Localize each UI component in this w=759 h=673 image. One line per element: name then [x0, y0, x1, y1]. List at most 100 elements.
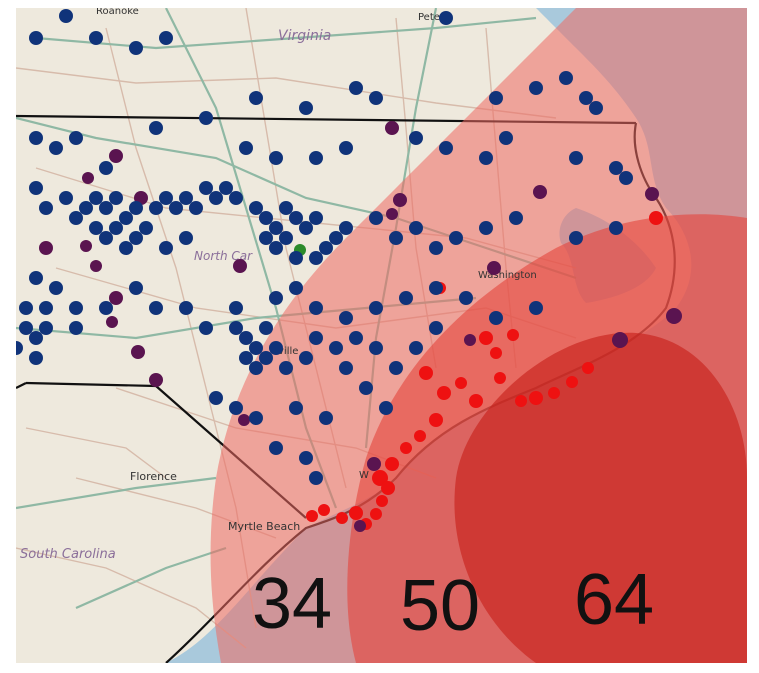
outage-marker-low: [89, 191, 103, 205]
outage-marker-low: [69, 321, 83, 335]
outage-marker-low: [29, 271, 43, 285]
outage-marker-high: [437, 386, 451, 400]
outage-marker-low: [16, 341, 23, 355]
outage-marker-low: [279, 361, 293, 375]
outage-marker-low: [309, 251, 323, 265]
outage-marker-mid: [106, 316, 118, 328]
outage-marker-low: [119, 241, 133, 255]
outage-marker-high: [469, 394, 483, 408]
outage-marker-high: [649, 211, 663, 225]
outage-marker-low: [309, 211, 323, 225]
outage-marker-high: [455, 377, 467, 389]
outage-marker-low: [229, 321, 243, 335]
outage-marker-low: [259, 231, 273, 245]
outage-marker-low: [479, 221, 493, 235]
outage-marker-low: [29, 331, 43, 345]
outage-marker-low: [149, 301, 163, 315]
outage-marker-mid: [131, 345, 145, 359]
outage-marker-low: [249, 361, 263, 375]
outage-marker-high: [582, 362, 594, 374]
label-virginia: Virginia: [278, 28, 331, 44]
label-roanoke: Roanoke: [96, 8, 139, 17]
outage-marker-low: [509, 211, 523, 225]
outage-marker-low: [269, 291, 283, 305]
label-wilmington: W: [359, 470, 369, 481]
outage-marker-low: [39, 301, 53, 315]
outage-marker-low: [369, 301, 383, 315]
outage-marker-low: [229, 401, 243, 415]
outage-marker-low: [279, 231, 293, 245]
outage-marker-low: [229, 301, 243, 315]
outage-marker-mid: [487, 261, 501, 275]
outage-marker-low: [429, 241, 443, 255]
outage-marker-mid: [354, 520, 366, 532]
outage-marker-low: [429, 321, 443, 335]
outage-marker-low: [249, 91, 263, 105]
outage-marker-low: [429, 281, 443, 295]
outage-marker-low: [369, 341, 383, 355]
outage-marker-low: [89, 221, 103, 235]
outage-marker-low: [479, 151, 493, 165]
outage-marker-low: [369, 91, 383, 105]
outage-marker-low: [99, 201, 113, 215]
outage-marker-low: [89, 31, 103, 45]
outage-marker-low: [339, 311, 353, 325]
outage-marker-low: [299, 101, 313, 115]
wind-zone-label-34: 34: [252, 564, 333, 644]
outage-marker-low: [199, 321, 213, 335]
outage-marker-low: [529, 301, 543, 315]
outage-marker-low: [249, 201, 263, 215]
outage-marker-low: [319, 411, 333, 425]
outage-marker-low: [389, 231, 403, 245]
outage-marker-low: [289, 211, 303, 225]
outage-marker-mid: [385, 121, 399, 135]
map-canvas: Virginia North Car South Carolina Floren…: [16, 8, 747, 663]
outage-marker-mid: [233, 259, 247, 273]
outage-marker-low: [229, 191, 243, 205]
outage-marker-low: [179, 301, 193, 315]
outage-marker-mid: [533, 185, 547, 199]
wind-zone-label-50: 50: [400, 566, 481, 646]
outage-marker-low: [609, 161, 623, 175]
label-washington: Washington: [478, 270, 537, 281]
outage-marker-low: [269, 241, 283, 255]
outage-marker-high: [385, 457, 399, 471]
outage-marker-high: [490, 347, 502, 359]
outage-marker-low: [129, 201, 143, 215]
outage-marker-low: [289, 251, 303, 265]
outage-marker-low: [529, 81, 543, 95]
label-petersburg: Peters: [418, 12, 449, 23]
outage-marker-low: [129, 41, 143, 55]
outage-marker-low: [179, 191, 193, 205]
outage-marker-high: [515, 395, 527, 407]
outage-marker-low: [59, 191, 73, 205]
outage-marker-low: [209, 191, 223, 205]
outage-markers: [16, 9, 682, 532]
outage-marker-low: [159, 191, 173, 205]
outage-marker-low: [489, 91, 503, 105]
outage-marker-low: [289, 281, 303, 295]
outage-marker-low: [329, 341, 343, 355]
wind-zone-64: [454, 332, 747, 663]
outage-marker-low: [19, 301, 33, 315]
outage-marker-low: [69, 131, 83, 145]
outage-marker-low: [39, 201, 53, 215]
place-labels: Virginia North Car South Carolina Floren…: [20, 8, 537, 562]
outage-marker-low: [339, 361, 353, 375]
outage-marker-low: [289, 401, 303, 415]
outage-marker-low: [409, 131, 423, 145]
outage-marker-low: [249, 341, 263, 355]
label-fayetteville: ville: [278, 346, 298, 357]
outage-marker-low: [299, 221, 313, 235]
outage-marker-low: [269, 221, 283, 235]
outage-marker-mid: [393, 193, 407, 207]
outage-marker-low: [609, 221, 623, 235]
outage-marker-mid: [149, 373, 163, 387]
outage-marker-low: [299, 351, 313, 365]
outage-marker-low: [29, 351, 43, 365]
outage-marker-low: [349, 331, 363, 345]
outage-marker-low: [249, 411, 263, 425]
outage-marker-high: [400, 442, 412, 454]
outage-marker-low: [559, 71, 573, 85]
outage-marker-high: [376, 495, 388, 507]
